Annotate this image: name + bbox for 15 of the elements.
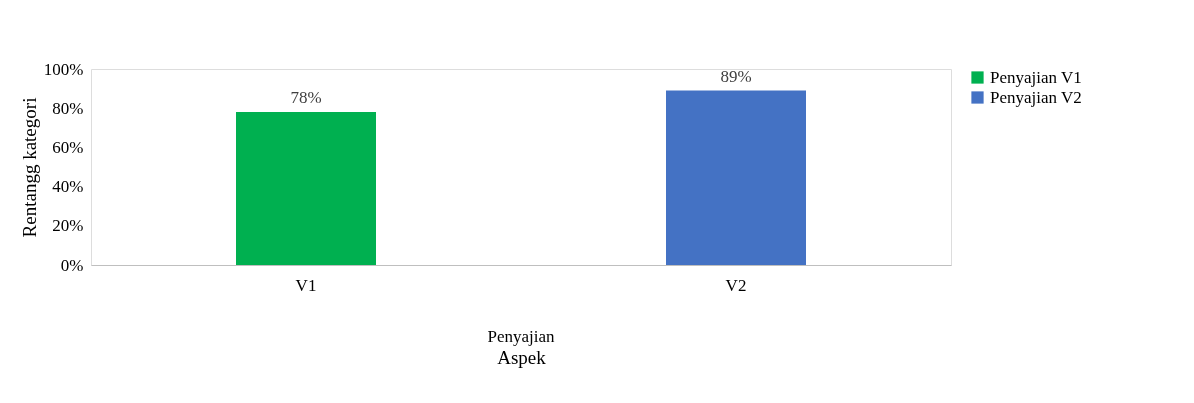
x-axis-title: Aspek bbox=[497, 346, 547, 368]
legend-label: Penyajian V1 bbox=[990, 67, 1082, 87]
y-tick-label: 80% bbox=[52, 98, 84, 118]
y-tick-label: 100% bbox=[43, 59, 84, 79]
data-label: 89% bbox=[720, 66, 752, 86]
data-label: 78% bbox=[290, 88, 322, 108]
x-tick-label: V2 bbox=[725, 275, 747, 295]
y-tick-label: 0% bbox=[60, 255, 84, 275]
y-axis-title: Rentangg kategori bbox=[18, 97, 40, 238]
legend-label: Penyajian V2 bbox=[990, 87, 1082, 107]
y-tick-label: 20% bbox=[52, 216, 84, 236]
text: Penyajian bbox=[487, 327, 556, 346]
x-tick-label: V1 bbox=[295, 275, 317, 295]
y-tick-label: 60% bbox=[52, 137, 84, 157]
y-tick-label: 40% bbox=[52, 177, 84, 197]
